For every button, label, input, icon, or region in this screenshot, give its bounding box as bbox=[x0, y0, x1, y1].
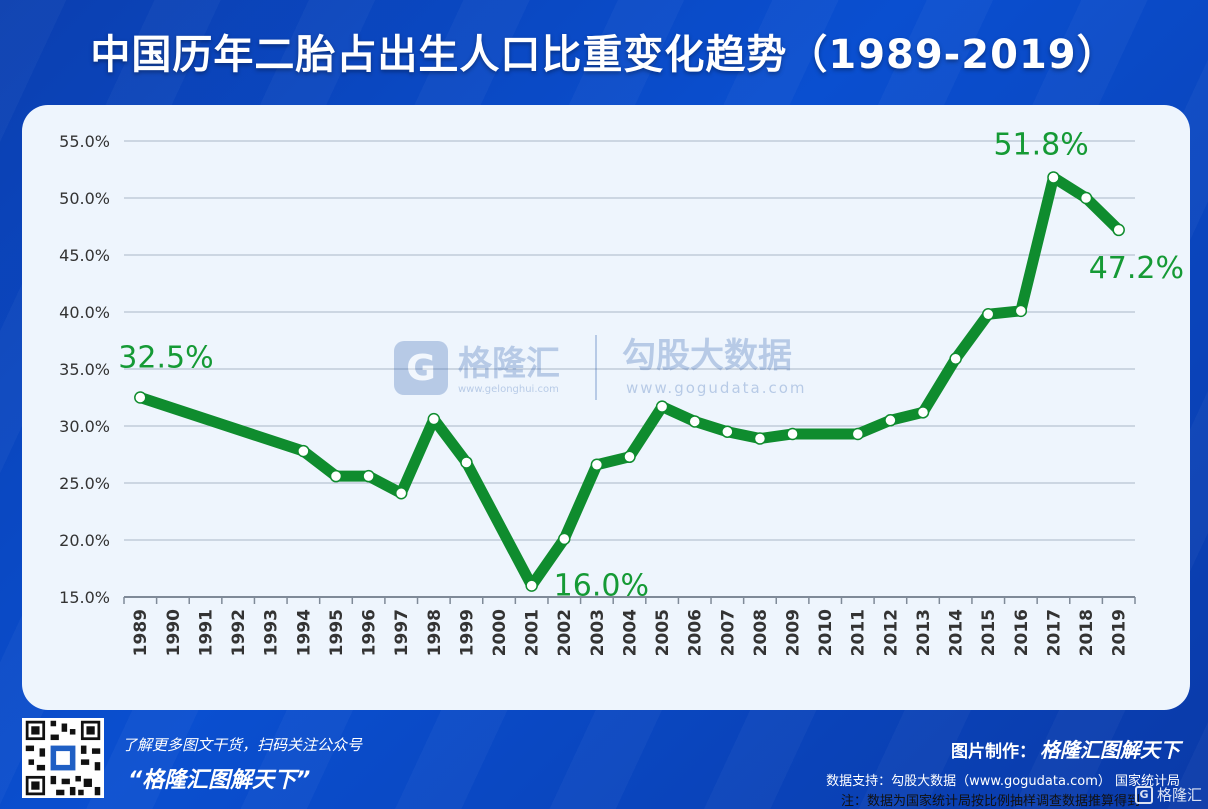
grid-lines: 15.0% 20.0% 25.0% 30.0% 35.0% 40.0% 45.0% 50.0%… bbox=[59, 132, 1135, 607]
data-point bbox=[427, 412, 441, 426]
y-tick-label: 15.0% bbox=[59, 588, 110, 607]
data-point bbox=[753, 432, 767, 445]
gelonghui-logo-letter: G bbox=[406, 348, 436, 389]
x-tick-label: 1998 bbox=[425, 609, 445, 656]
y-tick-label: 25.0% bbox=[59, 474, 110, 493]
y-tick-label: 45.0% bbox=[59, 246, 110, 265]
gelonghui-logo-icon bbox=[394, 341, 448, 395]
data-point bbox=[721, 425, 734, 438]
data-point bbox=[297, 444, 310, 458]
x-tick-label: 2016 bbox=[1012, 609, 1032, 656]
x-tick-label: 2017 bbox=[1044, 609, 1064, 656]
y-tick-label: 20.0% bbox=[59, 531, 110, 550]
maker-brand: 格隆汇图解天下 bbox=[1040, 738, 1180, 762]
x-tick-label: 2011 bbox=[849, 609, 869, 656]
watermark-url-gelonghui: www.gelonghui.com bbox=[458, 384, 559, 395]
x-tick-label: 2008 bbox=[751, 609, 771, 656]
x-axis: 1989 1990 1991 1992 1993 1994 1995 1996 1997 1998… bbox=[123, 596, 1136, 656]
data-point bbox=[655, 400, 669, 413]
footer-maker: 图片制作： 格隆汇图解天下 bbox=[951, 734, 1180, 763]
footer-data-support: 数据支持：勾股大数据（www.gogudata.com） 国家统计局 bbox=[826, 774, 1180, 789]
data-point bbox=[394, 487, 408, 500]
x-tick-label: 2013 bbox=[914, 609, 934, 656]
data-label: 32.5% bbox=[118, 341, 213, 376]
data-point bbox=[134, 391, 147, 404]
data-point bbox=[623, 450, 636, 464]
y-tick-label: 55.0% bbox=[59, 132, 110, 151]
x-tick-label: 2015 bbox=[979, 609, 999, 656]
y-tick-label: 30.0% bbox=[59, 417, 110, 436]
x-tick-label: 2005 bbox=[653, 609, 673, 656]
data-label: 47.2% bbox=[1089, 251, 1184, 286]
corner-logo-icon: G bbox=[1134, 785, 1153, 804]
x-tick-label: 2018 bbox=[1077, 609, 1097, 656]
x-tick-label: 1994 bbox=[294, 609, 314, 656]
x-tick-label: 2009 bbox=[784, 609, 804, 656]
data-note: 注：数据为国家统计局按比例抽样调查数据推算得到 bbox=[840, 794, 1140, 809]
watermark-brand-gogu: 勾股大数据 bbox=[622, 336, 792, 376]
x-tick-label: 2012 bbox=[881, 609, 901, 656]
data-point bbox=[329, 469, 343, 483]
data-point bbox=[460, 456, 473, 469]
chart-panel: 15.0% 20.0% 25.0% 30.0% 35.0% 40.0% 45.0% 50.0%… bbox=[22, 105, 1190, 809]
x-tick-label: 1997 bbox=[392, 609, 412, 656]
data-point bbox=[1014, 304, 1028, 318]
data-point bbox=[884, 414, 897, 427]
data-point bbox=[1079, 191, 1093, 205]
x-tick-label: 1993 bbox=[262, 609, 282, 656]
x-tick-label: 1989 bbox=[131, 609, 151, 656]
data-point bbox=[786, 427, 799, 441]
x-tick-label: 2000 bbox=[490, 609, 510, 656]
data-point bbox=[362, 469, 375, 483]
data-point bbox=[1047, 171, 1060, 184]
x-tick-label: 1991 bbox=[196, 609, 216, 656]
x-tick-label: 2003 bbox=[588, 609, 608, 656]
x-tick-label: 1990 bbox=[164, 609, 184, 656]
y-tick-label: 40.0% bbox=[59, 303, 110, 322]
data-point bbox=[688, 415, 701, 428]
data-point bbox=[558, 532, 571, 546]
data-point bbox=[981, 308, 995, 321]
watermark-url-gogu: www.gogudata.com bbox=[626, 379, 807, 397]
corner-logo-text: 格隆汇 bbox=[1156, 786, 1202, 804]
x-tick-label: 1999 bbox=[457, 609, 477, 656]
x-tick-label: 2001 bbox=[523, 609, 543, 656]
x-tick-label: 2006 bbox=[686, 609, 706, 656]
x-tick-label: 2010 bbox=[816, 609, 836, 656]
line-chart: 15.0% 20.0% 25.0% 30.0% 35.0% 40.0% 45.0% 50.0%… bbox=[59, 127, 1184, 656]
x-tick-label: 2007 bbox=[718, 609, 738, 656]
footer-slogan: “格隆汇图解天下” bbox=[128, 768, 311, 793]
x-tick-label: 1992 bbox=[229, 609, 249, 656]
maker-label: 图片制作： bbox=[951, 742, 1036, 762]
data-labels: 32.5% 16.0% 51.8% 47.2% bbox=[118, 127, 1184, 603]
y-tick-label: 35.0% bbox=[59, 360, 110, 379]
page-title: 中国历年二胎占出生人口比重变化趋势（1989-2019） bbox=[90, 32, 1118, 78]
y-tick-label: 50.0% bbox=[59, 189, 110, 208]
data-point bbox=[1112, 223, 1125, 237]
data-point bbox=[525, 579, 538, 592]
data-point bbox=[916, 406, 930, 419]
data-points bbox=[134, 171, 1125, 592]
data-label: 51.8% bbox=[993, 127, 1088, 162]
data-point bbox=[949, 352, 962, 365]
footer-promo-text: 了解更多图文干货，扫码关注公众号 bbox=[122, 736, 363, 754]
x-tick-label: 1995 bbox=[327, 609, 347, 656]
qr-code-icon[interactable] bbox=[22, 718, 104, 798]
corner-logo: G 格隆汇 bbox=[1134, 784, 1202, 805]
data-label: 16.0% bbox=[554, 569, 649, 604]
x-tick-label: 2019 bbox=[1110, 609, 1130, 656]
watermark: G 格隆汇 www.gelonghui.com 勾股大数据 www.goguda… bbox=[394, 335, 807, 400]
x-tick-label: 1996 bbox=[360, 609, 380, 656]
x-tick-label: 2004 bbox=[620, 609, 640, 656]
x-tick-label: 2002 bbox=[555, 609, 575, 656]
data-point bbox=[851, 427, 865, 441]
data-point bbox=[590, 458, 604, 472]
x-tick-label: 2014 bbox=[947, 609, 967, 656]
watermark-brand-gelonghui: 格隆汇 bbox=[458, 344, 560, 384]
